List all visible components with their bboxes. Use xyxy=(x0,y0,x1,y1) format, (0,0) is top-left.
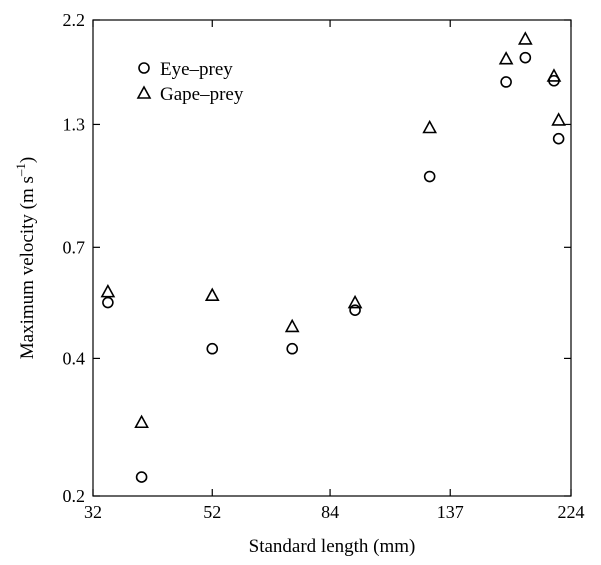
plot-frame xyxy=(92,19,572,497)
tick-labels: 32 52 84 137 224 0.2 0.4 0.7 1.3 2.2 xyxy=(63,10,585,522)
eye-prey-point xyxy=(423,170,436,183)
eye-prey-point xyxy=(286,342,298,355)
eye-prey-point xyxy=(102,296,114,309)
y-tick-label: 0.2 xyxy=(63,486,86,506)
eye-prey-point xyxy=(135,471,148,483)
y-tick-label: 1.3 xyxy=(63,114,86,134)
data-marks xyxy=(100,31,566,483)
y-tick-label: 0.7 xyxy=(63,237,86,257)
x-tick-label: 84 xyxy=(321,502,339,522)
legend-circle-marker xyxy=(138,62,150,74)
x-tick-label: 32 xyxy=(84,502,102,522)
eye-prey-point xyxy=(519,51,532,64)
legend-label-gape-prey: Gape–prey xyxy=(160,84,244,105)
axis-ticks xyxy=(92,19,572,497)
y-axis-title-exponent: –1 xyxy=(13,163,28,177)
gape-prey-point xyxy=(551,112,566,126)
gape-prey-point xyxy=(204,287,220,301)
gape-prey-point xyxy=(517,31,533,45)
gape-prey-point xyxy=(546,68,562,82)
x-axis-title: Standard length (mm) xyxy=(249,536,416,557)
gape-prey-point xyxy=(100,283,116,298)
gape-prey-point xyxy=(134,414,149,429)
y-axis-title-close: ) xyxy=(17,157,38,163)
legend-label-eye-prey: Eye–prey xyxy=(160,59,233,80)
legend: Eye–prey Gape–prey xyxy=(136,59,244,105)
eye-prey-point xyxy=(552,132,565,145)
x-tick-label: 137 xyxy=(437,502,464,522)
y-tick-label: 2.2 xyxy=(63,10,86,30)
gape-prey-point xyxy=(347,294,363,309)
eye-prey-point xyxy=(500,76,512,88)
legend-triangle-marker xyxy=(136,85,152,99)
y-axis-title-main: Maximum velocity (m s xyxy=(17,176,38,359)
gape-prey-point xyxy=(422,119,438,134)
x-tick-label: 224 xyxy=(558,502,585,522)
y-tick-label: 0.4 xyxy=(63,348,86,368)
eye-prey-point xyxy=(349,304,361,316)
y-axis-title: Maximum velocity (m s–1) xyxy=(13,157,38,359)
x-tick-label: 52 xyxy=(203,502,221,522)
eye-prey-point xyxy=(206,342,219,355)
gape-prey-point xyxy=(284,318,300,333)
gape-prey-point xyxy=(498,51,514,65)
